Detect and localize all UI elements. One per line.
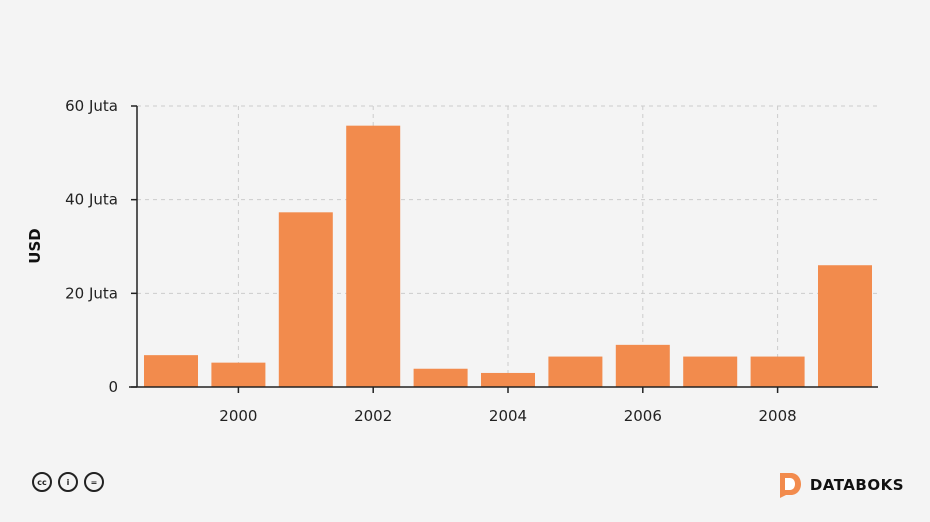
databoks-logo-icon	[779, 473, 801, 498]
bars-layer	[144, 125, 872, 388]
bar	[413, 368, 468, 387]
brand-logo: DATABOKS	[778, 472, 904, 498]
bar	[750, 356, 805, 387]
grid-layer	[137, 105, 878, 387]
bar	[481, 372, 535, 387]
bar	[144, 355, 198, 387]
x-tick-label: 2002	[354, 407, 392, 425]
bar	[615, 344, 670, 387]
brand-name: DATABOKS	[809, 476, 904, 494]
y-tick-label: 60 Juta	[65, 97, 118, 115]
axes-layer	[129, 105, 878, 393]
y-tick-label: 20 Juta	[65, 284, 118, 302]
tick-labels-layer: 0 20 Juta 40 Juta 60 Juta 2000 2002 2004 2006 20…	[65, 97, 797, 425]
bar	[278, 212, 333, 387]
x-tick-label: 2000	[219, 407, 257, 425]
bar	[818, 265, 872, 387]
y-tick-label: 40 Juta	[65, 191, 118, 209]
x-tick-label: 2008	[759, 407, 797, 425]
license-icons: cc i =	[32, 472, 104, 492]
bar	[346, 125, 401, 388]
cc-icon: cc	[32, 472, 52, 492]
by-icon: i	[58, 472, 78, 492]
bar-chart: 0 20 Juta 40 Juta 60 Juta 2000 2002 2004 2006 20…	[65, 97, 878, 425]
y-axis-label-container: USD	[20, 226, 50, 266]
bar	[548, 356, 603, 387]
nd-icon: =	[84, 472, 104, 492]
bar	[683, 356, 738, 387]
y-tick-label: 0	[108, 378, 118, 396]
x-tick-label: 2004	[489, 407, 527, 425]
y-axis-label: USD	[26, 228, 44, 264]
x-tick-label: 2006	[624, 407, 662, 425]
bar	[211, 362, 266, 387]
